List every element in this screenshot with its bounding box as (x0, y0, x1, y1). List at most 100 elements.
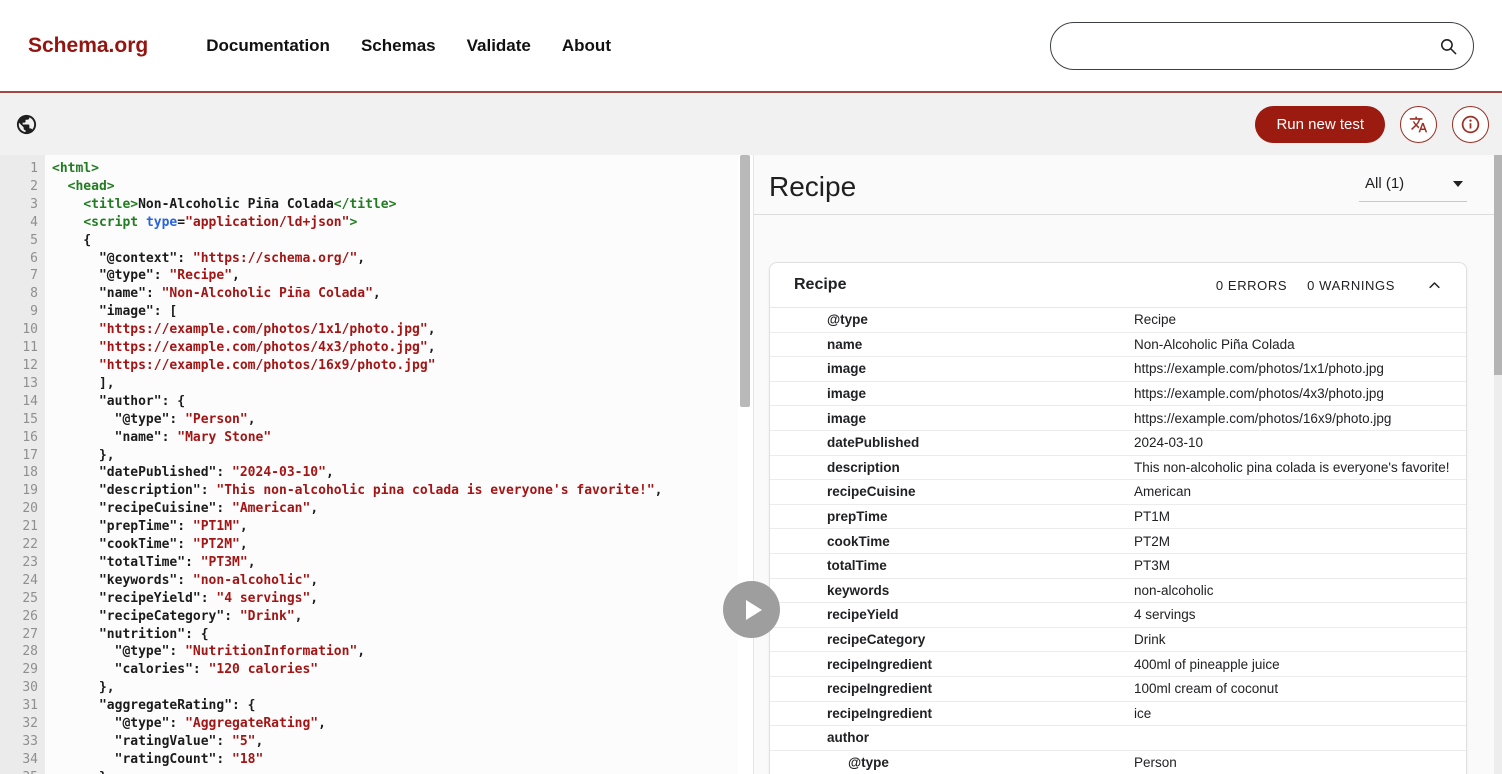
line-number: 2 (30, 178, 38, 194)
code-line[interactable]: <head> (52, 178, 115, 194)
schema-org-logo[interactable]: Schema.org (28, 33, 149, 57)
code-line[interactable]: "recipeYield": "4 servings", (98, 590, 319, 606)
main-nav: Documentation Schemas Validate About (206, 36, 611, 56)
code-line[interactable]: "@type": "Person", (114, 411, 256, 427)
code-line[interactable]: ], (52, 375, 115, 391)
code-line[interactable]: "recipeCuisine": "American", (98, 501, 319, 517)
code-line[interactable]: } (52, 769, 738, 774)
nav-item-schemas[interactable]: Schemas (360, 35, 436, 55)
table-row[interactable]: recipeCategory Drink (770, 627, 1466, 653)
table-row[interactable]: datePublished 2024-03-10 (770, 430, 1466, 456)
code-line[interactable]: "https://example.com/photos/16x9/photo.j… (98, 357, 436, 373)
code-line[interactable]: "ratingValue": "5", (114, 734, 264, 749)
table-row[interactable]: keywords non-alcoholic (770, 578, 1466, 604)
table-row[interactable]: name Non-Alcoholic Piña Colada (770, 332, 1466, 358)
line-number: 20 (22, 501, 38, 517)
editor-scrollbar (738, 155, 753, 774)
code-line[interactable]: "name": "Mary Stone" (114, 429, 272, 445)
code-line[interactable]: "aggregateRating": { (98, 698, 256, 714)
line-number: 13 (22, 375, 38, 391)
table-row[interactable]: @type Recipe (770, 308, 1466, 333)
results-scrollbar-thumb[interactable] (1494, 155, 1502, 375)
line-number: 9 (30, 304, 38, 320)
line-number: 16 (22, 429, 38, 445)
filter-dropdown[interactable]: All (1) (1359, 175, 1467, 202)
entity-card-header[interactable]: Recipe 0 ERRORS 0 WARNINGS (770, 263, 1466, 308)
code-line[interactable]: "keywords": "non-alcoholic", (98, 572, 319, 588)
code-line[interactable]: "cookTime": "PT2M", (98, 537, 248, 553)
table-row[interactable]: recipeIngredient 400ml of pineapple juice (770, 652, 1466, 677)
line-number: 18 (22, 465, 38, 481)
results-scrollbar (1494, 155, 1502, 774)
table-row[interactable]: recipeIngredient 100ml cream of coconut (770, 676, 1466, 702)
table-row[interactable]: image https://example.com/photos/4x3/phot… (770, 381, 1466, 407)
entity-card: Recipe 0 ERRORS 0 WARNINGS @type Recipe na… (769, 262, 1467, 774)
table-row[interactable]: recipeIngredient ice (770, 701, 1466, 727)
row-key: recipeCategory (827, 632, 926, 648)
nav-item-documentation[interactable]: Documentation (206, 35, 330, 55)
table-row[interactable]: totalTime PT3M (770, 553, 1466, 579)
code-line[interactable]: "calories": "120 calories" (114, 662, 319, 678)
line-number: 17 (22, 447, 38, 463)
code-line[interactable]: { (52, 232, 92, 248)
code-line[interactable]: "description": "This non-alcoholic pina … (98, 483, 663, 499)
caret-down-icon (1453, 180, 1463, 187)
table-row[interactable]: image https://example.com/photos/1x1/phot… (770, 357, 1466, 382)
globe-icon[interactable] (15, 113, 38, 136)
table-row[interactable]: cookTime PT2M (770, 529, 1466, 554)
code-line[interactable]: "datePublished": "2024-03-10", (98, 465, 334, 481)
table-row[interactable]: image https://example.com/photos/16x9/pho… (770, 406, 1466, 431)
table-row[interactable]: @type Person (770, 750, 1466, 774)
code-line[interactable]: "@context": "https://schema.org/", (98, 250, 366, 266)
nav-item-validate[interactable]: Validate (466, 35, 531, 55)
code-line[interactable]: "@type": "Recipe", (98, 268, 240, 284)
code-line[interactable]: "prepTime": "PT1M", (98, 519, 248, 535)
code-line[interactable]: "author": { (98, 393, 186, 409)
code-line[interactable]: "@type": "AggregateRating", (114, 716, 326, 732)
code-line[interactable]: "name": "Non-Alcoholic Piña Colada", (98, 286, 381, 302)
row-value: non-alcoholic (1134, 582, 1214, 598)
code-line[interactable]: "https://example.com/photos/4x3/photo.jp… (98, 340, 436, 356)
line-number: 22 (22, 537, 38, 553)
run-new-test-button[interactable]: Run new test (1255, 105, 1385, 143)
editor-scrollbar-thumb[interactable] (740, 155, 750, 407)
row-value: 2024-03-10 (1134, 435, 1204, 451)
row-key: @type (827, 312, 868, 328)
table-row[interactable]: recipeCuisine American (770, 480, 1466, 505)
row-value: https://example.com/photos/16x9/photo.jp… (1134, 410, 1392, 426)
table-row[interactable]: description This non-alcoholic pina colad… (770, 455, 1466, 481)
code-line[interactable]: <html> (52, 161, 99, 176)
language-button[interactable] (1400, 105, 1437, 143)
play-button[interactable] (723, 581, 780, 638)
entity-type-title: Recipe (794, 276, 847, 293)
code-line[interactable]: "totalTime": "PT3M", (98, 554, 256, 570)
info-button[interactable] (1452, 105, 1489, 143)
site-header: Schema.org Documentation Schemas Validate A… (0, 0, 1502, 93)
line-number: 3 (30, 196, 38, 212)
collapse-chevron-icon[interactable] (1427, 278, 1442, 293)
table-row[interactable]: author (770, 726, 1466, 751)
table-row[interactable]: prepTime PT1M (770, 504, 1466, 530)
code-lines[interactable]: <html> <head> <title>Non-Alcoholic Piña … (45, 155, 738, 774)
line-number: 30 (22, 680, 38, 696)
search-icon[interactable] (1439, 37, 1458, 56)
code-line[interactable]: "recipeCategory": "Drink", (98, 608, 303, 624)
code-line[interactable]: "nutrition": { (98, 626, 209, 642)
code-line[interactable]: <title>Non-Alcoholic Piña Colada</title> (83, 196, 397, 212)
entity-status: 0 ERRORS 0 WARNINGS (1216, 278, 1442, 293)
code-editor[interactable]: 1 2 3 4 5 6 7 8 9 10 11 12 13 14 15 16 17 18 19 20 21 22 23 24 2… (0, 155, 738, 774)
code-line[interactable]: <script type="application/ld+json"> (83, 214, 358, 230)
code-line[interactable]: "@type": "NutritionInformation", (114, 644, 366, 660)
main-split: 1 2 3 4 5 6 7 8 9 10 11 12 13 14 15 16 17 18 19 20 21 22 23 24 2… (0, 155, 1502, 774)
code-line[interactable]: }, (52, 447, 115, 463)
row-key: recipeYield (827, 607, 899, 623)
code-line[interactable]: "https://example.com/photos/1x1/photo.jp… (98, 322, 436, 338)
line-numbers: 1 2 3 4 5 6 7 8 9 10 11 12 13 14 15 16 17 18 19 20 21 22 23 24 2… (0, 155, 45, 774)
code-line[interactable]: "image": [ (98, 304, 178, 320)
code-line[interactable]: }, (52, 680, 115, 696)
search-input[interactable] (1051, 22, 1473, 69)
table-row[interactable]: recipeYield 4 servings (770, 603, 1466, 628)
line-number: 5 (30, 232, 38, 248)
nav-item-about[interactable]: About (561, 35, 611, 55)
code-line[interactable]: "ratingCount": "18" (114, 751, 264, 767)
